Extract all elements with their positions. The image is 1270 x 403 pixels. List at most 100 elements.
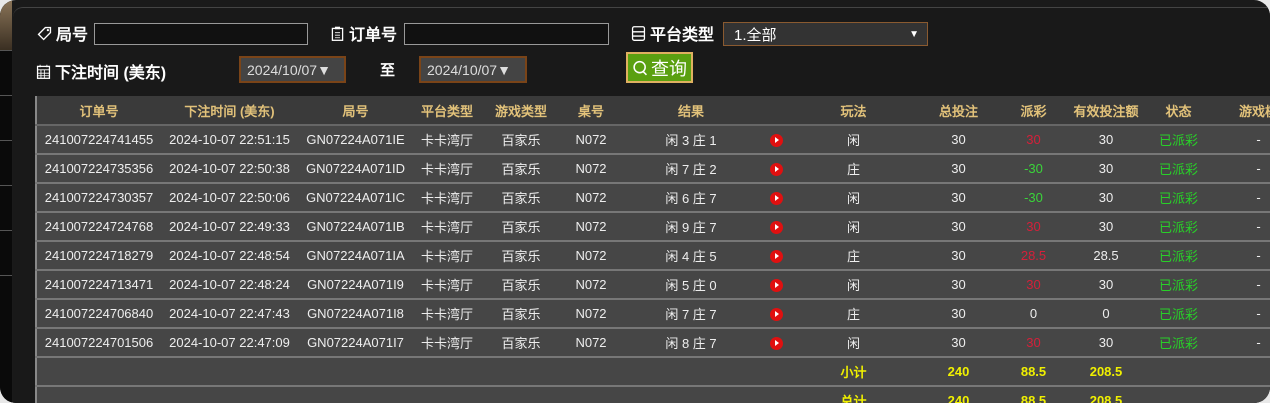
play-video-icon[interactable] — [769, 163, 783, 177]
cell-table: N072 — [561, 241, 621, 271]
table-row: 241007224706840 2024-10-07 22:47:43 GN0722… — [36, 299, 1270, 329]
cell-game: 百家乐 — [481, 125, 561, 155]
header-payout: 派彩 — [1001, 96, 1066, 126]
side-strip — [0, 0, 12, 403]
cell-payout: 30 — [1001, 328, 1066, 358]
cell-mode: - — [1211, 299, 1270, 329]
cell-bet: 30 — [916, 328, 1001, 358]
cell-time: 2024-10-07 22:49:33 — [161, 212, 298, 242]
play-video-icon[interactable] — [769, 192, 783, 206]
replay-cell — [761, 125, 791, 155]
calendar-icon — [36, 64, 51, 79]
cell-round: GN07224A071IB — [298, 212, 413, 242]
header-replay — [761, 96, 791, 126]
total-valid: 208.5 — [1066, 386, 1146, 403]
round-input[interactable] — [94, 23, 308, 45]
cell-platform: 卡卡湾厅 — [413, 241, 481, 271]
total-payout: 88.5 — [1001, 386, 1066, 403]
table-row: 241007224730357 2024-10-07 22:50:06 GN0722… — [36, 183, 1270, 213]
cell-result: 闲 4 庄 5 — [621, 241, 761, 271]
subtotal-valid: 208.5 — [1066, 357, 1146, 387]
subtotal-label: 小计 — [791, 357, 916, 387]
cell-status: 已派彩 — [1146, 241, 1211, 271]
replay-cell — [761, 270, 791, 300]
cell-valid: 30 — [1066, 183, 1146, 213]
cell-status: 已派彩 — [1146, 154, 1211, 184]
cell-bet: 30 — [916, 183, 1001, 213]
cell-order: 241007224713471 — [36, 270, 161, 300]
replay-cell — [761, 183, 791, 213]
date-to-picker[interactable]: 2024/10/07 ▼ — [419, 56, 527, 83]
cell-table: N072 — [561, 270, 621, 300]
table-row: 241007224724768 2024-10-07 22:49:33 GN0722… — [36, 212, 1270, 242]
order-label: 订单号 — [329, 21, 397, 45]
cell-result: 闲 5 庄 0 — [621, 270, 761, 300]
cell-round: GN07224A071ID — [298, 154, 413, 184]
cell-status: 已派彩 — [1146, 270, 1211, 300]
cell-mode: - — [1211, 212, 1270, 242]
cell-table: N072 — [561, 299, 621, 329]
cell-platform: 卡卡湾厅 — [413, 125, 481, 155]
cell-mode: - — [1211, 270, 1270, 300]
date-from-picker[interactable]: 2024/10/07 ▼ — [239, 56, 346, 83]
replay-cell — [761, 154, 791, 184]
cell-game: 百家乐 — [481, 183, 561, 213]
cell-time: 2024-10-07 22:47:09 — [161, 328, 298, 358]
header-order: 订单号 — [36, 96, 161, 126]
cell-table: N072 — [561, 328, 621, 358]
cell-result: 闲 7 庄 2 — [621, 154, 761, 184]
play-video-icon[interactable] — [769, 308, 783, 322]
cell-play: 庄 — [791, 299, 916, 329]
cell-bet: 30 — [916, 241, 1001, 271]
cell-round: GN07224A071I7 — [298, 328, 413, 358]
cell-play: 庄 — [791, 241, 916, 271]
cell-table: N072 — [561, 154, 621, 184]
cell-payout: 28.5 — [1001, 241, 1066, 271]
cell-platform: 卡卡湾厅 — [413, 270, 481, 300]
table-row: 241007224741455 2024-10-07 22:51:15 GN0722… — [36, 125, 1270, 155]
cell-time: 2024-10-07 22:48:24 — [161, 270, 298, 300]
play-video-icon[interactable] — [769, 279, 783, 293]
cell-mode: - — [1211, 328, 1270, 358]
cell-bet: 30 — [916, 212, 1001, 242]
round-label: 局号 — [36, 21, 88, 45]
cell-bet: 30 — [916, 154, 1001, 184]
header-time: 下注时间 (美东) — [161, 96, 298, 126]
cell-platform: 卡卡湾厅 — [413, 212, 481, 242]
server-icon — [631, 25, 646, 41]
cell-time: 2024-10-07 22:51:15 — [161, 125, 298, 155]
table-row: 241007224713471 2024-10-07 22:48:24 GN0722… — [36, 270, 1270, 300]
cell-play: 闲 — [791, 183, 916, 213]
cell-game: 百家乐 — [481, 154, 561, 184]
clipboard-icon — [331, 26, 344, 41]
subtotal-bet: 240 — [916, 357, 1001, 387]
play-video-icon[interactable] — [769, 221, 783, 235]
play-video-icon[interactable] — [769, 134, 783, 148]
cell-round: GN07224A071I8 — [298, 299, 413, 329]
play-video-icon[interactable] — [769, 250, 783, 264]
table-row: 241007224718279 2024-10-07 22:48:54 GN0722… — [36, 241, 1270, 271]
query-button[interactable]: 查询 — [626, 52, 693, 83]
cell-payout: 30 — [1001, 125, 1066, 155]
cell-order: 241007224735356 — [36, 154, 161, 184]
cell-round: GN07224A071IA — [298, 241, 413, 271]
caret-down-icon: ▼ — [317, 61, 331, 78]
order-input[interactable] — [404, 23, 609, 45]
header-bet: 总投注 — [916, 96, 1001, 126]
search-icon — [633, 60, 647, 75]
cell-payout: 30 — [1001, 212, 1066, 242]
table-row: 241007224701506 2024-10-07 22:47:09 GN0722… — [36, 328, 1270, 358]
cell-status: 已派彩 — [1146, 299, 1211, 329]
cell-payout: -30 — [1001, 154, 1066, 184]
header-mode: 游戏模 — [1211, 96, 1270, 126]
play-video-icon[interactable] — [769, 337, 783, 351]
cell-status: 已派彩 — [1146, 125, 1211, 155]
caret-down-icon: ▼ — [497, 61, 511, 78]
platform-select[interactable]: 1.全部 ▼ — [723, 22, 928, 46]
cell-result: 闲 3 庄 1 — [621, 125, 761, 155]
cell-status: 已派彩 — [1146, 212, 1211, 242]
cell-valid: 30 — [1066, 212, 1146, 242]
cell-round: GN07224A071IE — [298, 125, 413, 155]
cell-result: 闲 8 庄 7 — [621, 328, 761, 358]
cell-result: 闲 6 庄 7 — [621, 183, 761, 213]
